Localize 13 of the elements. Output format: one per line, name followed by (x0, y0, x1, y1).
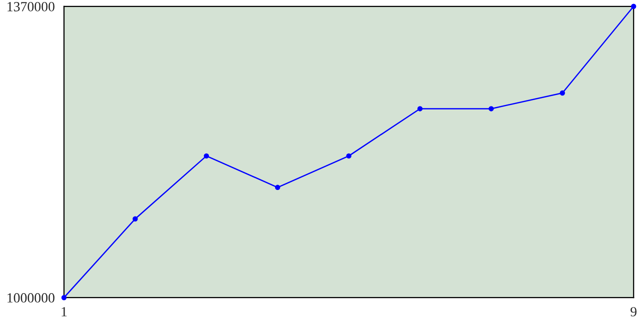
point (346, 153, 352, 159)
point (274, 184, 280, 190)
y-tick-label: 1000000 (8, 293, 54, 303)
point (204, 153, 210, 159)
point (417, 106, 423, 112)
point (132, 216, 138, 222)
point (560, 90, 566, 96)
y-tick-label: 1370000 (8, 2, 54, 12)
x-tick-label: 9 (630, 307, 637, 316)
point (630, 4, 636, 10)
point (61, 294, 67, 300)
x-tick-label: 1 (62, 307, 67, 316)
point (488, 106, 494, 112)
